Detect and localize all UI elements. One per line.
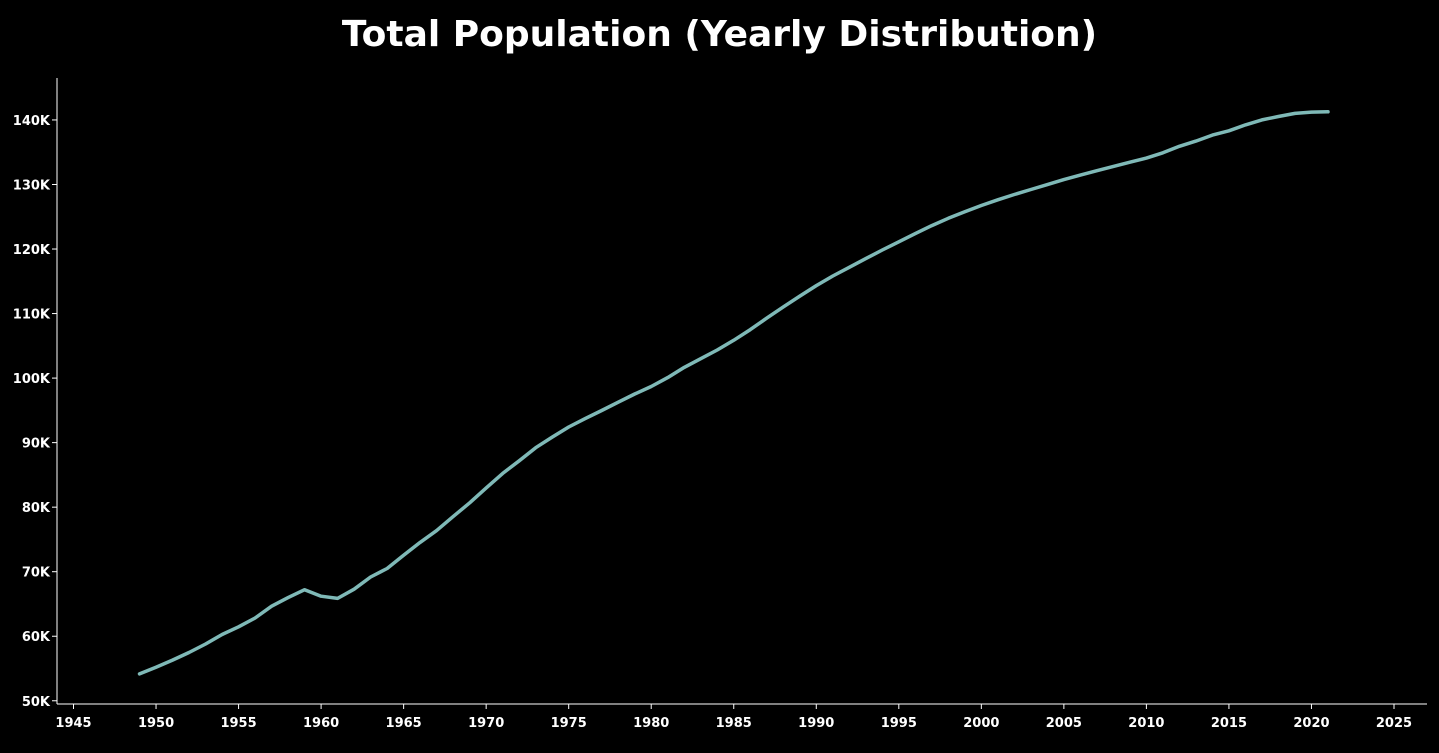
y-tick-label: 50K <box>22 695 51 710</box>
x-tick-label: 1960 <box>303 716 339 731</box>
series-line <box>137 110 1330 676</box>
x-tick-label: 1995 <box>881 716 917 731</box>
x-tick-label: 2025 <box>1376 716 1412 731</box>
x-tick-label: 1950 <box>138 716 174 731</box>
x-tick-label: 1990 <box>798 716 834 731</box>
x-tick-label: 2000 <box>963 716 999 731</box>
x-axis-ticks: 1945 1950 1955 1960 1965 1970 1975 1980 1985 1990… <box>55 704 1412 731</box>
x-tick-label: 1985 <box>716 716 752 731</box>
x-tick-label: 2005 <box>1046 716 1082 731</box>
y-tick-label: 90K <box>22 437 51 452</box>
x-tick-label: 1970 <box>468 716 504 731</box>
x-tick-label: 2015 <box>1211 716 1247 731</box>
y-tick-label: 140K <box>13 114 51 129</box>
y-tick-label: 80K <box>22 501 51 516</box>
y-axis-ticks: 50K 60K 70K 80K 90K 100K 110K 120K 130K 140K <box>13 114 57 710</box>
y-tick-label: 70K <box>22 566 51 581</box>
series-layer <box>137 110 1330 676</box>
x-tick-label: 2010 <box>1128 716 1164 731</box>
y-tick-label: 120K <box>13 243 51 258</box>
y-tick-label: 110K <box>13 308 51 323</box>
axes <box>56 78 1427 705</box>
y-tick-label: 130K <box>13 178 51 193</box>
x-tick-label: 1945 <box>55 716 91 731</box>
x-tick-label: 1975 <box>551 716 587 731</box>
x-tick-label: 1965 <box>386 716 422 731</box>
x-tick-label: 2020 <box>1293 716 1329 731</box>
x-tick-label: 1980 <box>633 716 669 731</box>
chart-title: Total Population (Yearly Distribution) <box>341 14 1098 55</box>
y-tick-label: 100K <box>13 372 51 387</box>
x-tick-label: 1955 <box>220 716 256 731</box>
y-tick-label: 60K <box>22 630 51 645</box>
